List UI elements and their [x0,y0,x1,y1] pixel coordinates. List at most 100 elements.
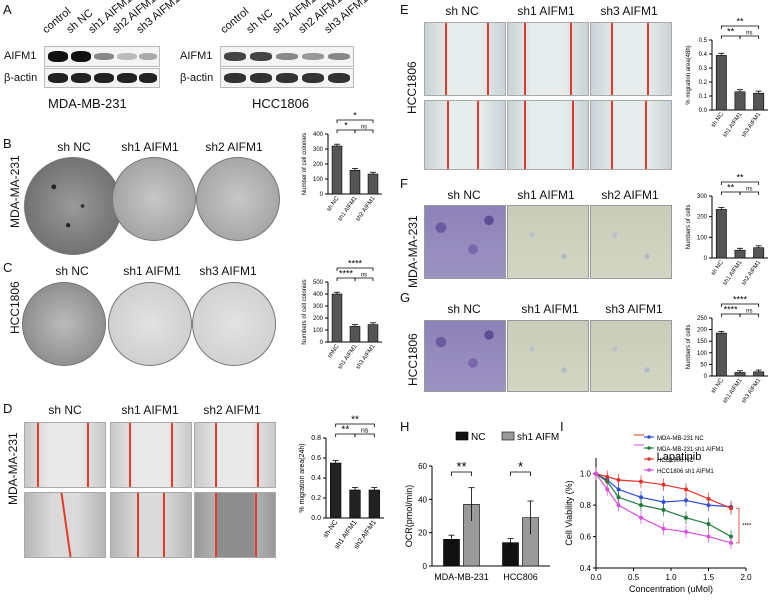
data-point [661,507,666,512]
data-point [616,478,621,482]
y-axis-label: Numbers of cells [686,205,692,250]
wb-row-label: β-actin [180,72,214,84]
data-point [706,522,711,526]
significance-label: ns [746,31,752,37]
panel-label-b: B [3,136,12,151]
significance-label: **** [742,524,752,530]
panel-b-side-label: MDA-MA-231 [8,155,22,228]
y-tick-label: 300 [313,304,324,310]
significance-label: ** [736,173,744,183]
transwell-image [590,320,672,392]
cond-label: sh3 AIFM1 [605,302,663,316]
chart-colonies-mda: 0 100 200 300 400 Number of cell colonies sh N… [302,112,382,223]
significance-bracket [739,35,760,39]
panel-label-g: G [400,290,411,305]
wb-lanes-left: control sh NC sh1 AIFM1 sh2 AIFM1 sh3 AI… [40,0,182,40]
transwell-image [424,205,506,279]
panel-g-side-label: HCC1806 [406,333,420,386]
significance-bracket [720,181,760,185]
colony-dish [24,157,122,255]
data-point [639,495,643,500]
wb-cell-line: MDA-MB-231 [48,96,127,111]
data-point [639,515,643,520]
bar [715,332,727,377]
colony-dish [192,282,276,366]
y-tick-label: 0.2 [311,495,321,502]
bar [349,326,361,343]
bar [734,372,746,377]
significance-label: ** [727,183,735,193]
bar [367,324,379,343]
x-tick-label: 1.5 [703,573,715,582]
data-point [684,515,688,520]
y-axis-label: OCR(pmol/min) [404,485,414,548]
cond-label: sh2 AIFM1 [205,140,263,154]
bar [734,91,746,111]
y-tick-label: 300 [697,194,708,200]
panel-e-side-label: HCC1806 [405,61,419,114]
y-tick-label: 20 [418,529,427,538]
wb-row-label: AIFM1 [180,50,213,62]
cond-label: sh1 AIFM1 [123,264,181,278]
significance-bracket [510,471,531,476]
significance-bracket [451,471,472,476]
significance-label: ns [746,187,752,193]
significance-bracket [720,303,760,307]
y-tick-label: 40 [418,495,427,504]
significance-label: ** [736,17,744,27]
chart-ocr: 0 20 40 60 OCR(pmol/min) NC sh1 AIFM1 ** MDA-MB-… [404,431,560,582]
y-tick-label: 0.2 [699,80,708,86]
y-tick-label: 300 [313,147,324,153]
legend-marker [647,446,651,450]
legend-label: MDA-MB-231 sh1 AIFM1 [657,447,724,453]
legend-marker [647,457,651,461]
data-point [605,474,610,479]
colony-dish [22,282,106,366]
y-tick-label: 100 [697,235,708,241]
significance-label: **** [348,259,363,269]
y-tick-label: 0.4 [311,475,321,482]
y-tick-label: 150 [697,339,708,345]
colony-dish [196,157,280,241]
bar [331,293,343,343]
wb-cell-line: HCC1806 [252,96,310,111]
wound-image [590,22,672,96]
y-tick-label: 400 [313,292,324,298]
significance-label: ns [361,125,367,131]
legend-marker [647,435,651,439]
data-point [661,482,666,487]
x-tick-label: 0.0 [590,573,602,582]
y-tick-label: 200 [313,316,324,322]
significance-bracket [354,129,374,133]
bar [715,209,727,259]
cond-label: sh3 AIFM1 [600,4,658,18]
cond-label: sh NC [447,302,481,316]
y-tick-label: 0 [423,562,428,571]
significance-label: **** [733,295,748,305]
panel-label-c: C [3,260,13,275]
wound-image [424,22,506,96]
bar [349,169,361,195]
panel-label-h: H [400,419,410,434]
y-tick-label: 0.5 [699,38,708,44]
chart-migration-24h: 0.0 0.2 0.4 0.6 0.8 % migration area(24h) sh-N… [299,415,384,551]
x-tick-label: MDA-MB-231 [434,572,489,582]
x-tick-label: 2.0 [740,573,752,582]
cond-label: sh NC [55,264,89,278]
legend-label: HCC1806 sh1 AIFM1 [657,469,714,475]
data-point [661,526,666,531]
significance-label: ** [341,425,349,436]
lane-label: control [218,5,252,37]
legend-swatch [501,431,515,441]
data-point [639,503,643,508]
y-tick-label: 0 [320,192,324,198]
panel-label-a: A [3,2,12,17]
data-point [706,534,711,539]
y-tick-label: 100 [697,351,708,357]
y-tick-label: 0.0 [311,515,321,522]
bar [349,489,361,519]
x-tick-label: shNC [327,343,341,359]
bar [330,462,342,519]
